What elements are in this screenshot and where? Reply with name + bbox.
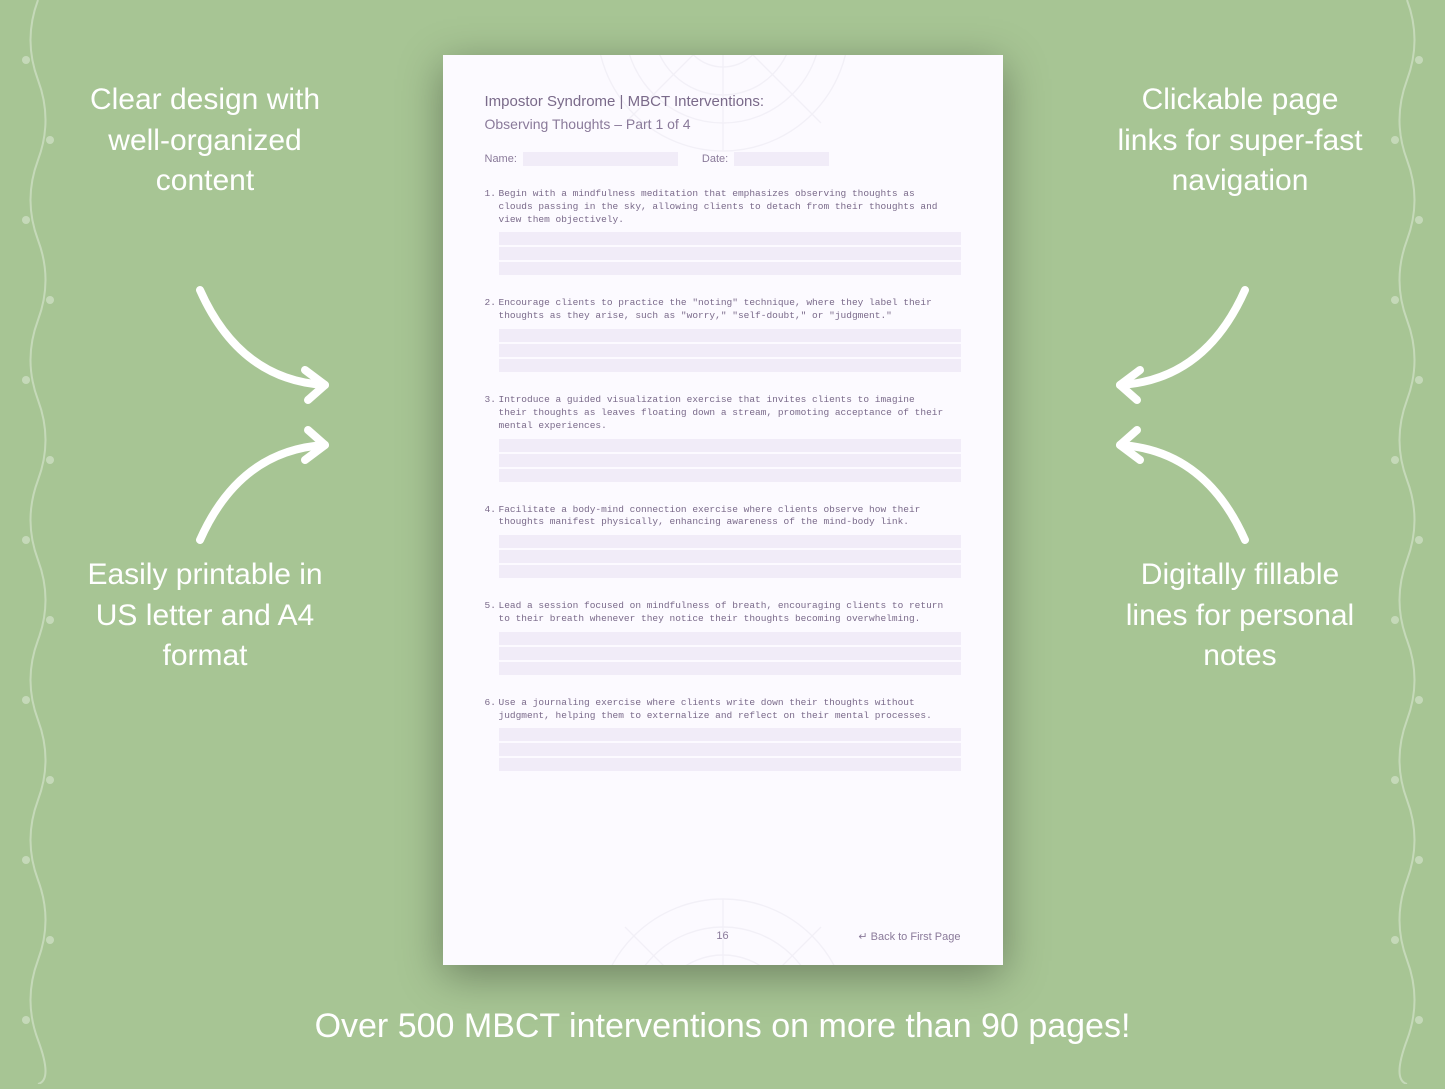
arrow-top-right: [1095, 270, 1265, 410]
item-text: Lead a session focused on mindfulness of…: [499, 600, 947, 626]
page-title: Impostor Syndrome | MBCT Interventions:: [485, 93, 961, 110]
item-number: 2.: [485, 297, 499, 310]
item-text: Begin with a mindfulness meditation that…: [499, 188, 947, 226]
arrow-bottom-left: [180, 420, 350, 560]
list-item: 3.Introduce a guided visualization exerc…: [485, 394, 961, 481]
fill-lines[interactable]: [499, 232, 961, 275]
item-text: Encourage clients to practice the "notin…: [499, 297, 947, 323]
callout-bottom-left: Easily printable in US letter and A4 for…: [75, 555, 335, 677]
callout-top-left: Clear design with well-organized content: [75, 80, 335, 202]
item-number: 4.: [485, 504, 499, 517]
date-field: Date:: [702, 152, 829, 166]
page-footer: 16 ↵ Back to First Page: [485, 930, 961, 943]
item-text: Facilitate a body-mind connection exerci…: [499, 504, 947, 530]
fill-lines[interactable]: [499, 439, 961, 482]
item-number: 5.: [485, 600, 499, 613]
page-subtitle: Observing Thoughts – Part 1 of 4: [485, 116, 961, 132]
vine-border-left: [8, 0, 68, 1084]
mandala-decoration-bottom: [583, 885, 863, 965]
bottom-tagline: Over 500 MBCT interventions on more than…: [0, 1007, 1445, 1046]
list-item: 6.Use a journaling exercise where client…: [485, 697, 961, 772]
fill-lines[interactable]: [499, 535, 961, 578]
arrow-bottom-right: [1095, 420, 1265, 560]
name-label: Name:: [485, 153, 517, 165]
name-date-row: Name: Date:: [485, 152, 961, 166]
date-label: Date:: [702, 153, 728, 165]
callout-top-right: Clickable page links for super-fast navi…: [1110, 80, 1370, 202]
arrow-top-left: [180, 270, 350, 410]
name-input-line[interactable]: [523, 152, 678, 166]
mandala-decoration-top: [583, 55, 863, 165]
fill-lines[interactable]: [499, 632, 961, 675]
callout-bottom-right: Digitally fillable lines for personal no…: [1110, 555, 1370, 677]
item-text: Use a journaling exercise where clients …: [499, 697, 947, 723]
item-number: 3.: [485, 394, 499, 407]
items-list: 1.Begin with a mindfulness meditation th…: [485, 188, 961, 771]
document-page: Impostor Syndrome | MBCT Interventions: …: [443, 55, 1003, 965]
list-item: 4.Facilitate a body-mind connection exer…: [485, 504, 961, 579]
date-input-line[interactable]: [734, 152, 829, 166]
list-item: 1.Begin with a mindfulness meditation th…: [485, 188, 961, 275]
item-text: Introduce a guided visualization exercis…: [499, 394, 947, 432]
list-item: 2.Encourage clients to practice the "not…: [485, 297, 961, 372]
fill-lines[interactable]: [499, 329, 961, 372]
item-number: 1.: [485, 188, 499, 201]
fill-lines[interactable]: [499, 728, 961, 771]
back-to-first-link[interactable]: ↵ Back to First Page: [858, 930, 960, 943]
vine-border-right: [1377, 0, 1437, 1084]
name-field: Name:: [485, 152, 678, 166]
page-number: 16: [716, 930, 728, 942]
list-item: 5.Lead a session focused on mindfulness …: [485, 600, 961, 675]
item-number: 6.: [485, 697, 499, 710]
